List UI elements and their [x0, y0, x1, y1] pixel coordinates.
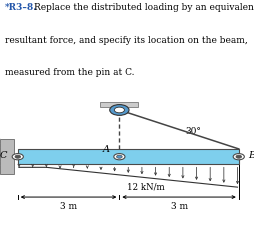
- Bar: [18, 149, 239, 164]
- Text: C: C: [0, 151, 8, 160]
- Circle shape: [110, 105, 129, 115]
- Text: resultant force, and specify its location on the beam,: resultant force, and specify its locatio…: [5, 36, 248, 45]
- Text: measured from the pin at C.: measured from the pin at C.: [5, 68, 135, 77]
- Text: B: B: [248, 151, 254, 160]
- Text: 30°: 30°: [185, 127, 201, 136]
- Circle shape: [117, 155, 122, 158]
- Text: 12 kN/m: 12 kN/m: [127, 183, 165, 192]
- Text: Replace the distributed loading by an equivalent: Replace the distributed loading by an eq…: [34, 3, 254, 12]
- Text: 3 m: 3 m: [170, 202, 188, 211]
- Text: 3 m: 3 m: [60, 202, 77, 211]
- Bar: [0, 139, 14, 174]
- Circle shape: [236, 155, 242, 158]
- Text: *R3–8.: *R3–8.: [5, 3, 38, 12]
- Circle shape: [15, 155, 21, 158]
- Circle shape: [114, 154, 125, 160]
- Circle shape: [12, 154, 23, 160]
- Circle shape: [114, 107, 124, 113]
- Bar: [100, 102, 138, 107]
- Text: A: A: [103, 145, 110, 154]
- Circle shape: [233, 154, 244, 160]
